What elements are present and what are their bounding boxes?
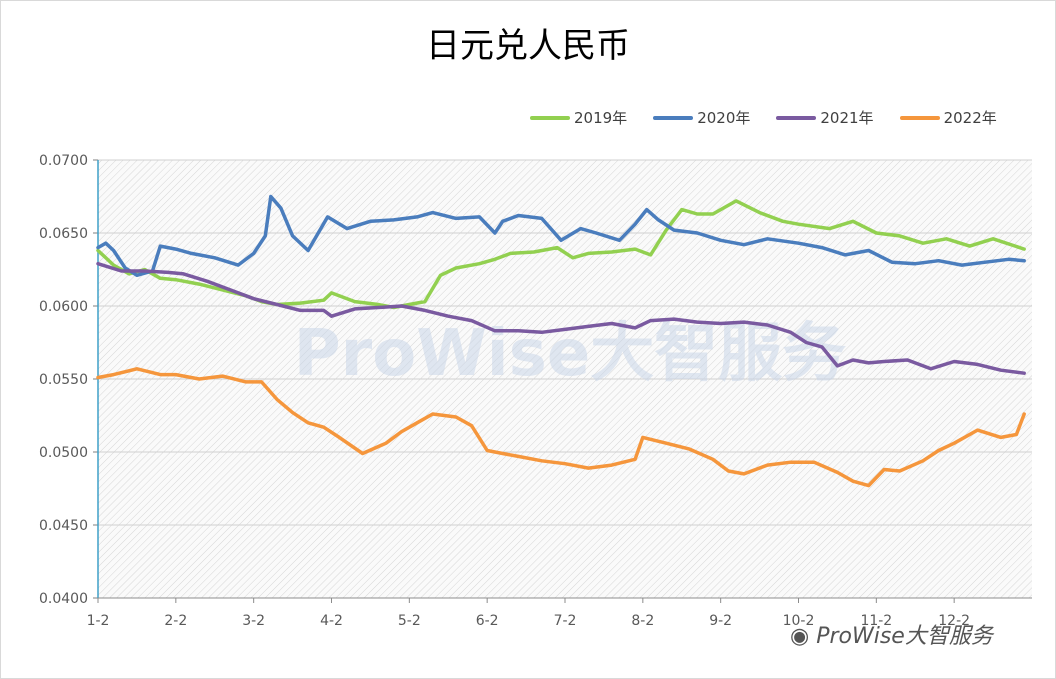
x-tick-label: 10-2 <box>783 613 815 629</box>
x-tick-label: 7-2 <box>554 613 577 629</box>
x-tick-label: 9-2 <box>709 613 732 629</box>
chart-title: 日元兑人民币 <box>426 26 630 66</box>
legend-swatch-2020 <box>653 115 694 120</box>
legend-swatch-2019 <box>530 115 570 120</box>
x-tick-label: 5-2 <box>398 613 421 629</box>
x-tick-label: 6-2 <box>476 613 499 629</box>
x-tick-label: 8-2 <box>631 613 654 629</box>
wechat-icon: ◉ <box>790 624 810 649</box>
x-tick-label: 2-2 <box>164 613 187 629</box>
x-tick-label: 4-2 <box>320 613 343 629</box>
x-tick-label: 12-2 <box>938 613 970 629</box>
y-tick-label: 0.0650 <box>39 226 88 242</box>
legend-swatch-2021 <box>776 115 817 120</box>
y-tick-label: 0.0400 <box>39 591 88 607</box>
legend-label-2022: 2022年 <box>943 109 997 127</box>
y-tick-label: 0.0700 <box>39 153 88 169</box>
legend-item-2021[interactable]: 2021年 <box>776 107 874 128</box>
legend-item-2019[interactable]: 2019年 <box>530 107 627 128</box>
y-tick-label: 0.0600 <box>39 299 88 315</box>
legend-item-2022[interactable]: 2022年 <box>899 107 997 128</box>
series-line-2021 <box>96 261 1026 375</box>
legend: 2019年 2020年 2021年 2022年 <box>530 107 997 128</box>
tick-labels: 0.0700 0.0650 0.0600 0.0550 0.0500 0.0450 0.04… <box>39 153 970 629</box>
series-lines <box>96 194 1026 488</box>
legend-item-2020[interactable]: 2020年 <box>653 107 750 128</box>
series-line-2020 <box>96 194 1026 278</box>
legend-label-2021: 2021年 <box>820 109 874 127</box>
series-line-2022 <box>96 367 1026 488</box>
y-tick-label: 0.0550 <box>39 372 88 388</box>
y-tick-label: 0.0450 <box>39 518 88 534</box>
x-tick-label: 11-2 <box>860 613 892 629</box>
legend-label-2019: 2019年 <box>574 109 628 127</box>
footer-mark-text: ProWise大智服务 <box>816 624 993 649</box>
y-tick-label: 0.0500 <box>39 445 88 461</box>
legend-swatch-2022 <box>899 115 940 120</box>
legend-label-2020: 2020年 <box>697 109 751 127</box>
x-tick-label: 1-2 <box>87 613 110 629</box>
x-tick-label: 3-2 <box>242 613 265 629</box>
footer-mark: ◉ ProWise大智服务 <box>790 618 993 650</box>
